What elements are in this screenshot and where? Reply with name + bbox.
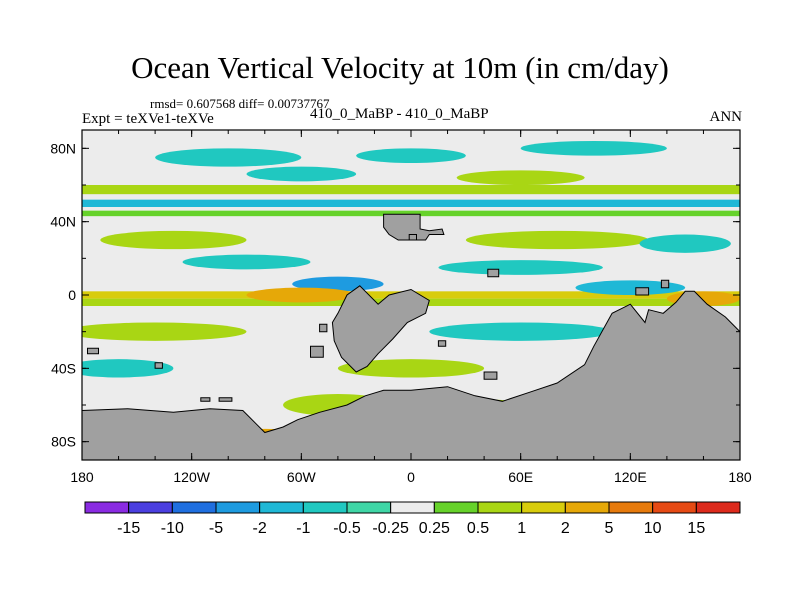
land-island-h: [437, 340, 447, 347]
x-tick-label: 180: [728, 469, 752, 485]
colorbar-label: 5: [605, 520, 614, 537]
colorbar-swatch-9: [477, 501, 523, 514]
velocity-patch-3: [246, 166, 357, 182]
colorbar-swatch-7: [390, 501, 435, 514]
y-tick-label: 80S: [51, 434, 76, 450]
colorbar-swatch-11: [564, 501, 610, 514]
season-label: ANN: [709, 109, 743, 125]
colorbar-swatch-14: [695, 501, 741, 514]
velocity-patch-1: [356, 148, 466, 164]
y-tick-label: 40N: [50, 214, 76, 230]
y-tick-label: 0: [68, 287, 76, 303]
x-tick-label: 0: [407, 469, 415, 485]
velocity-patch-17: [337, 359, 485, 378]
land-island-e: [200, 397, 211, 402]
land-equatorial-landmass: [331, 285, 430, 373]
velocity-patch-7: [639, 234, 731, 253]
velocity-patch-0: [155, 148, 302, 167]
velocity-patch-14: [82, 322, 247, 341]
colorbar-swatch-10: [521, 501, 566, 514]
colorbar-label: -15: [117, 520, 140, 537]
velocity-patch-11: [246, 287, 357, 303]
land-island-d: [154, 362, 163, 369]
case-label: 410_0_MaBP - 410_0_MaBP: [310, 106, 489, 122]
land-north-atlantic-landmass: [383, 213, 445, 241]
colorbar-swatch-13: [652, 501, 697, 514]
colorbar-label: 10: [644, 520, 662, 537]
x-tick-label: 60E: [508, 469, 533, 485]
x-tick-label: 120W: [173, 469, 210, 485]
zonal-band-1: [82, 199, 740, 207]
colorbar-swatch-4: [259, 501, 304, 514]
colorbar-swatch-6: [346, 501, 392, 514]
x-tick-label: 60W: [287, 469, 317, 485]
colorbar-swatch-8: [433, 501, 479, 514]
y-tick-label: 40S: [51, 360, 76, 376]
land-island-j: [635, 287, 650, 296]
land-island-c: [87, 347, 99, 355]
colorbar-label: -1: [296, 520, 310, 537]
land-island-b: [310, 345, 324, 358]
colorbar-label: -2: [253, 520, 267, 537]
x-tick-label: 120E: [614, 469, 647, 485]
rmsd-diff-stats: rmsd= 0.607568 diff= 0.00737767: [150, 96, 330, 111]
velocity-patch-2: [520, 141, 667, 156]
colorbar-label: 2: [561, 520, 570, 537]
experiment-label: Expt = teXVe1-teXVe: [82, 111, 214, 127]
land-island-i: [487, 268, 500, 278]
velocity-patch-12: [575, 280, 686, 295]
colorbar-swatch-3: [215, 501, 261, 514]
land-island-k: [660, 279, 670, 289]
velocity-patch-8: [182, 254, 311, 270]
chart-title: Ocean Vertical Velocity at 10m (in cm/da…: [131, 50, 669, 85]
zonal-band-0: [82, 185, 740, 195]
colorbar-swatch-5: [302, 501, 348, 514]
zonal-band-2: [82, 210, 740, 217]
colorbar-swatch-0: [84, 501, 130, 514]
land-island-f: [218, 397, 233, 402]
colorbar-label: -10: [161, 520, 184, 537]
velocity-patch-15: [429, 322, 613, 341]
velocity-patch-4: [456, 170, 585, 186]
velocity-patch-16: [82, 359, 174, 378]
velocity-patch-5: [100, 230, 247, 250]
land-southern-landmass: [82, 290, 740, 460]
colorbar-label: -0.5: [333, 520, 361, 537]
colorbar-swatch-12: [608, 501, 654, 514]
land-island-a: [319, 323, 328, 333]
colorbar-label: 1: [517, 520, 526, 537]
colorbar-label: 15: [687, 520, 705, 537]
x-tick-label: 180: [70, 469, 94, 485]
colorbar-swatch-2: [171, 501, 217, 514]
colorbar-label: -5: [209, 520, 223, 537]
y-tick-label: 80N: [50, 140, 76, 156]
velocity-patch-9: [438, 260, 603, 275]
colorbar-label: -0.25: [372, 520, 409, 537]
colorbar-label: 0.5: [467, 520, 489, 537]
velocity-patch-6: [465, 230, 649, 250]
colorbar-label: 0.25: [419, 520, 450, 537]
land-island-l: [408, 234, 417, 241]
land-island-g: [483, 371, 498, 380]
colorbar-swatch-1: [128, 501, 173, 514]
